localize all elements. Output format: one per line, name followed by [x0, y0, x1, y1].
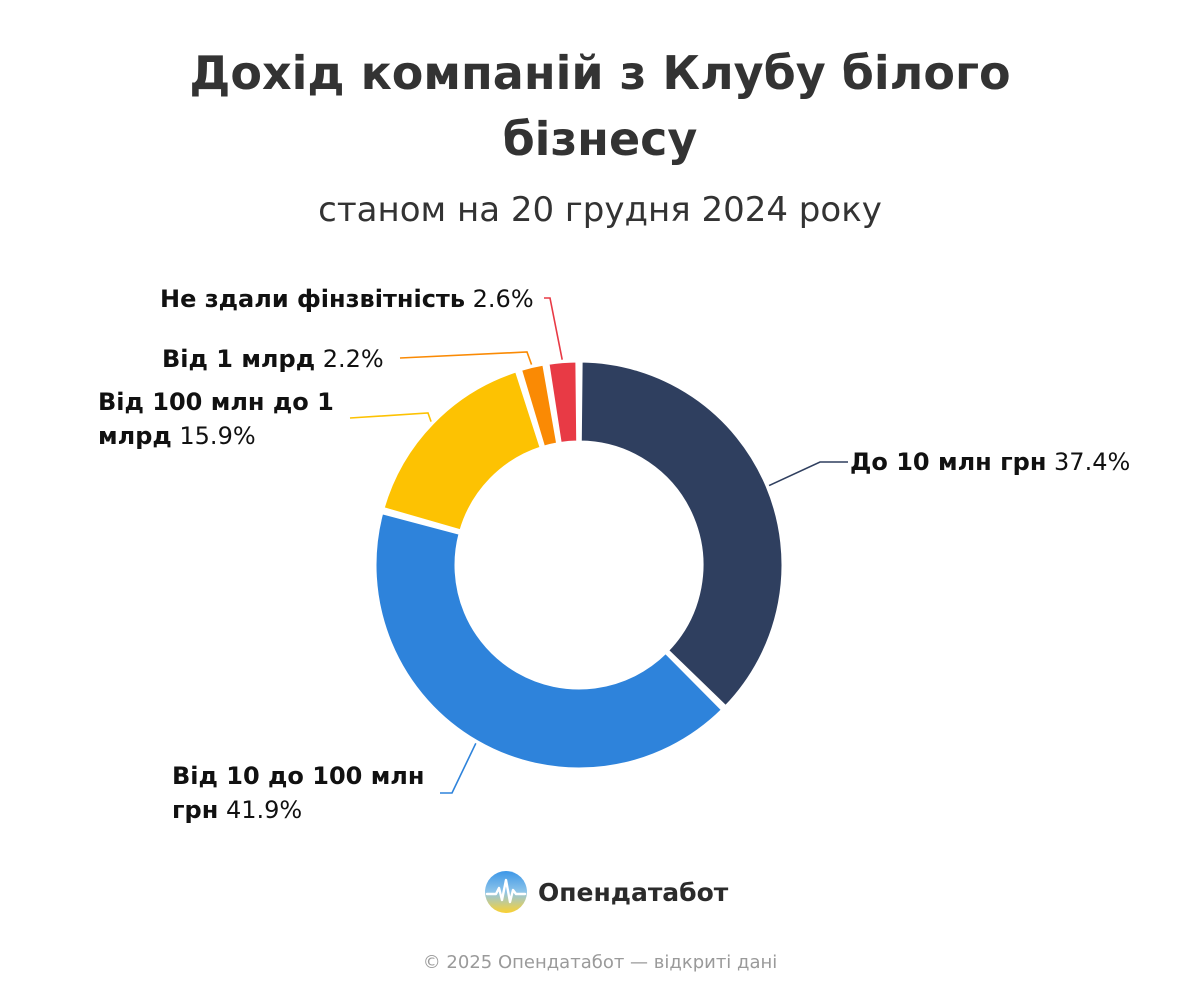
donut-slice-5: [546, 359, 580, 445]
slice-label-2-line-1: Від 10 до 100 млн: [172, 762, 424, 790]
slice-label-5: Не здали фінзвітність 2.6%: [160, 285, 534, 313]
slice-label-4: Від 1 млрд 2.2%: [162, 345, 384, 373]
leader-line-4: [399, 351, 533, 365]
slice-value-4: 2.2%: [315, 345, 384, 373]
slice-value-5: 2.6%: [465, 285, 534, 313]
leader-line-1: [768, 461, 848, 487]
brand-name: Опендатабот: [538, 877, 729, 907]
slice-value-2: 41.9%: [218, 796, 302, 824]
brand: Опендатабот: [484, 870, 728, 914]
footer-copyright: © 2025 Опендатабот — відкриті дані: [422, 952, 778, 973]
labels-layer: До 10 млн грн 37.4% Від 10 до 100 млн грн …: [98, 285, 1130, 824]
donut-slice-4: [518, 362, 560, 449]
donut-slice-1: [578, 359, 785, 709]
slice-label-1: До 10 млн грн 37.4%: [850, 448, 1130, 476]
donut-slice-3: [381, 369, 543, 533]
leader-line-2: [440, 742, 477, 794]
slice-value-3: 15.9%: [172, 422, 256, 450]
slices-layer: [373, 359, 785, 771]
chart-subtitle: станом на 20 грудня 2024 року: [318, 190, 882, 230]
slice-value-1: 37.4%: [1046, 448, 1130, 476]
chart-title: Дохід компаній з Клубу білого бізнесу: [189, 46, 1011, 166]
leader-line-5: [544, 297, 563, 360]
donut-slice-2: [373, 511, 725, 771]
slice-label-2-line-2: грн 41.9%: [172, 796, 302, 824]
slice-label-3-line-2: млрд 15.9%: [98, 422, 256, 450]
slice-label-3-line-1: Від 100 млн до 1: [98, 388, 334, 416]
leaders-layer: [349, 297, 848, 794]
opendatabot-logo-icon: [485, 871, 527, 913]
leader-line-3: [349, 412, 432, 422]
